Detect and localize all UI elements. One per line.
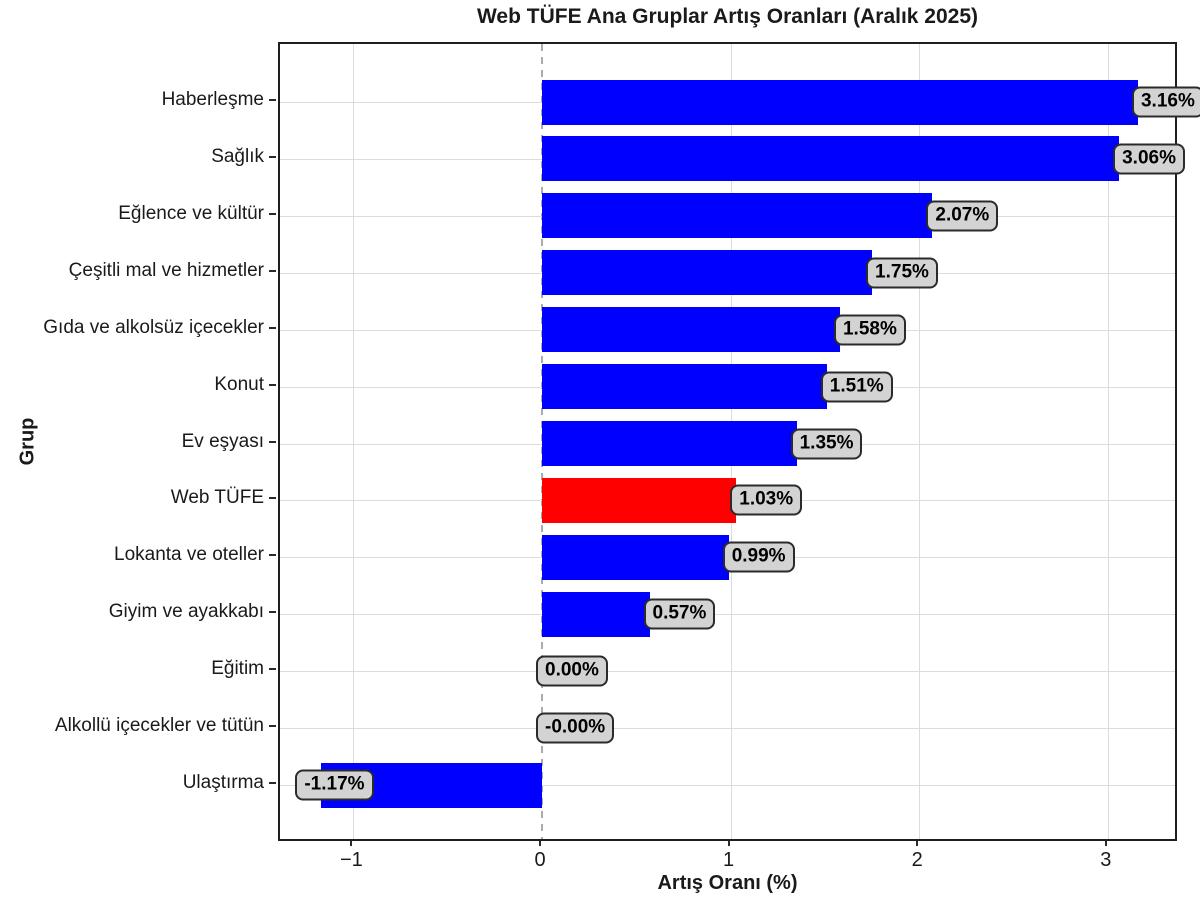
y-tick-mark xyxy=(269,326,276,329)
bar xyxy=(542,250,873,296)
bar-value-label: -1.17% xyxy=(295,769,374,801)
bar xyxy=(542,534,729,580)
plot-area: 3.16% 3.06% 2.07% 1.75% 1.58% 1.51% 1.35% 1.03%… xyxy=(278,42,1200,841)
x-tick-mark xyxy=(727,841,730,846)
category-label: Haberleşme xyxy=(161,89,264,110)
category-label: Lokanta ve oteller xyxy=(114,544,264,566)
x-tick-mark xyxy=(1104,841,1107,846)
bar-value-label: 1.58% xyxy=(833,314,906,346)
x-tick-mark xyxy=(916,841,919,846)
bar xyxy=(542,591,650,637)
bar xyxy=(542,193,933,239)
x-tick-label: 3 xyxy=(1100,849,1112,871)
x-tick-mark xyxy=(350,841,353,846)
x-tick-label: 1 xyxy=(723,849,735,871)
bar-value-label: 3.16% xyxy=(1131,86,1200,118)
category-label: Alkollü içecekler ve tütün xyxy=(54,715,264,737)
bar xyxy=(542,477,737,523)
category-label: Ev eşyası xyxy=(181,430,264,452)
bar xyxy=(542,421,797,467)
bar-value-label: 1.51% xyxy=(820,371,893,403)
category-label: Çeşitli mal ve hizmetler xyxy=(68,259,264,281)
y-tick-mark xyxy=(269,611,276,614)
bar-value-label: 0.99% xyxy=(722,541,795,573)
y-tick-mark xyxy=(269,99,276,101)
bar-value-label: 1.75% xyxy=(866,257,938,289)
bar-value-label: -0.00% xyxy=(536,712,615,744)
bar xyxy=(542,79,1138,125)
y-tick-mark xyxy=(269,725,276,728)
y-tick-mark xyxy=(269,497,276,500)
y-tick-mark xyxy=(269,668,276,671)
x-tick-mark xyxy=(539,841,541,846)
x-axis-label: Artış Oranı (%) xyxy=(657,872,798,894)
y-tick-mark xyxy=(269,554,276,557)
category-label: Web TÜFE xyxy=(170,487,264,509)
x-gridline xyxy=(353,44,355,839)
y-tick-mark xyxy=(269,383,276,386)
chart-title: Web TÜFE Ana Gruplar Artış Oranları (Ara… xyxy=(476,5,979,28)
bar-value-label: 1.35% xyxy=(790,428,863,460)
category-label: Gıda ve alkolsüz içecekler xyxy=(43,316,264,338)
category-label: Eğlence ve kültür xyxy=(118,202,264,224)
x-tick-label: 2 xyxy=(911,849,923,871)
x-tick-label: −1 xyxy=(339,849,363,871)
bar xyxy=(542,136,1120,182)
bar xyxy=(542,307,840,353)
category-label: Giyim ve ayakkabı xyxy=(108,601,264,623)
y-tick-mark xyxy=(269,782,276,785)
y-gridline xyxy=(280,785,1175,787)
y-tick-mark xyxy=(269,212,276,215)
y-tick-mark xyxy=(269,269,276,272)
y-tick-mark xyxy=(269,155,276,158)
category-label: Eğitim xyxy=(211,658,264,680)
y-gridline xyxy=(280,671,1175,673)
bar-value-label: 0.57% xyxy=(643,598,716,630)
y-tick-mark xyxy=(269,440,276,443)
x-tick-label: 0 xyxy=(534,849,546,871)
y-gridline xyxy=(280,614,1175,616)
bar-value-label: 1.03% xyxy=(730,484,803,516)
category-label: Sağlık xyxy=(211,145,264,167)
y-gridline xyxy=(280,728,1175,730)
bar-value-label: 3.06% xyxy=(1113,143,1185,175)
bar-value-label: 2.07% xyxy=(926,200,999,232)
category-label: Ulaştırma xyxy=(182,772,264,794)
x-gridline xyxy=(1107,44,1109,839)
category-label: Konut xyxy=(214,373,264,395)
x-gridline xyxy=(919,44,921,839)
bar-value-label: 0.00% xyxy=(536,655,608,687)
bar xyxy=(542,364,827,410)
